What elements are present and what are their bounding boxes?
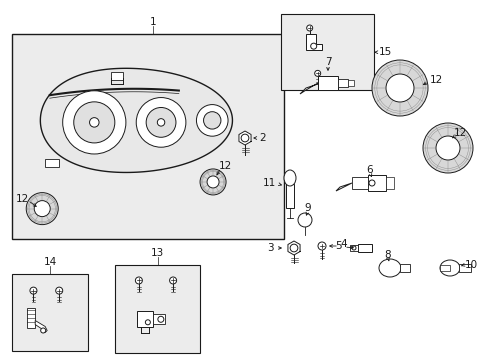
Text: 6: 6 (366, 165, 372, 175)
Circle shape (289, 244, 297, 252)
Circle shape (62, 91, 125, 154)
Bar (137, 311, 153, 327)
Bar (110, 72, 122, 80)
Bar (349, 245, 357, 251)
Ellipse shape (439, 260, 459, 276)
Bar (115, 265, 200, 353)
Circle shape (169, 277, 176, 284)
Polygon shape (287, 241, 300, 255)
Circle shape (135, 277, 142, 284)
Bar (153, 314, 164, 324)
Text: 8: 8 (384, 250, 390, 260)
Circle shape (196, 105, 227, 136)
Circle shape (89, 118, 99, 127)
Bar (27, 309, 35, 328)
Circle shape (385, 74, 413, 102)
Circle shape (34, 201, 50, 217)
Circle shape (158, 316, 163, 322)
Bar (45, 159, 59, 167)
Circle shape (136, 98, 185, 147)
Bar (399, 264, 409, 272)
Bar (285, 184, 293, 208)
Circle shape (310, 43, 316, 49)
Text: 12: 12 (219, 161, 232, 171)
Text: 1: 1 (150, 17, 156, 27)
Polygon shape (35, 320, 47, 333)
Text: 5: 5 (335, 241, 341, 251)
Bar (367, 175, 385, 191)
Polygon shape (41, 68, 232, 172)
Text: 12: 12 (453, 128, 467, 138)
Circle shape (200, 169, 225, 195)
Circle shape (317, 242, 325, 250)
Text: 2: 2 (259, 133, 265, 143)
Bar (351, 177, 367, 189)
Polygon shape (299, 83, 317, 94)
Text: 4: 4 (339, 239, 346, 249)
Circle shape (368, 180, 374, 186)
Circle shape (30, 287, 37, 294)
Bar (337, 79, 347, 87)
Polygon shape (335, 183, 351, 191)
Text: 9: 9 (304, 203, 311, 213)
Bar (281, 14, 373, 90)
Circle shape (74, 102, 115, 143)
Circle shape (297, 213, 311, 227)
Circle shape (435, 136, 459, 160)
Bar (458, 264, 470, 272)
Text: 11: 11 (262, 178, 275, 188)
Circle shape (351, 246, 355, 250)
Circle shape (422, 123, 472, 173)
Circle shape (306, 25, 312, 31)
Text: 13: 13 (151, 248, 164, 258)
Circle shape (206, 176, 219, 188)
Circle shape (157, 119, 164, 126)
Bar (357, 244, 371, 252)
Ellipse shape (378, 259, 400, 277)
Polygon shape (239, 131, 250, 145)
Circle shape (314, 70, 320, 76)
Text: 7: 7 (324, 57, 331, 67)
Bar (385, 177, 393, 189)
Circle shape (371, 60, 427, 116)
Text: 14: 14 (43, 257, 57, 267)
Bar (317, 76, 337, 90)
Circle shape (56, 287, 62, 294)
Bar (347, 80, 353, 86)
Circle shape (41, 328, 45, 333)
Circle shape (203, 112, 221, 129)
Text: 12: 12 (429, 75, 442, 85)
Ellipse shape (284, 170, 295, 186)
Bar (12, 34, 283, 239)
Text: 10: 10 (464, 260, 477, 270)
Circle shape (241, 134, 248, 142)
Polygon shape (305, 34, 321, 50)
Text: 3: 3 (267, 243, 273, 253)
Circle shape (26, 193, 58, 225)
Bar (12, 274, 88, 351)
Circle shape (146, 108, 176, 137)
Text: 15: 15 (378, 47, 391, 57)
Bar (439, 265, 449, 271)
Text: 12: 12 (16, 194, 29, 204)
Circle shape (145, 320, 150, 325)
